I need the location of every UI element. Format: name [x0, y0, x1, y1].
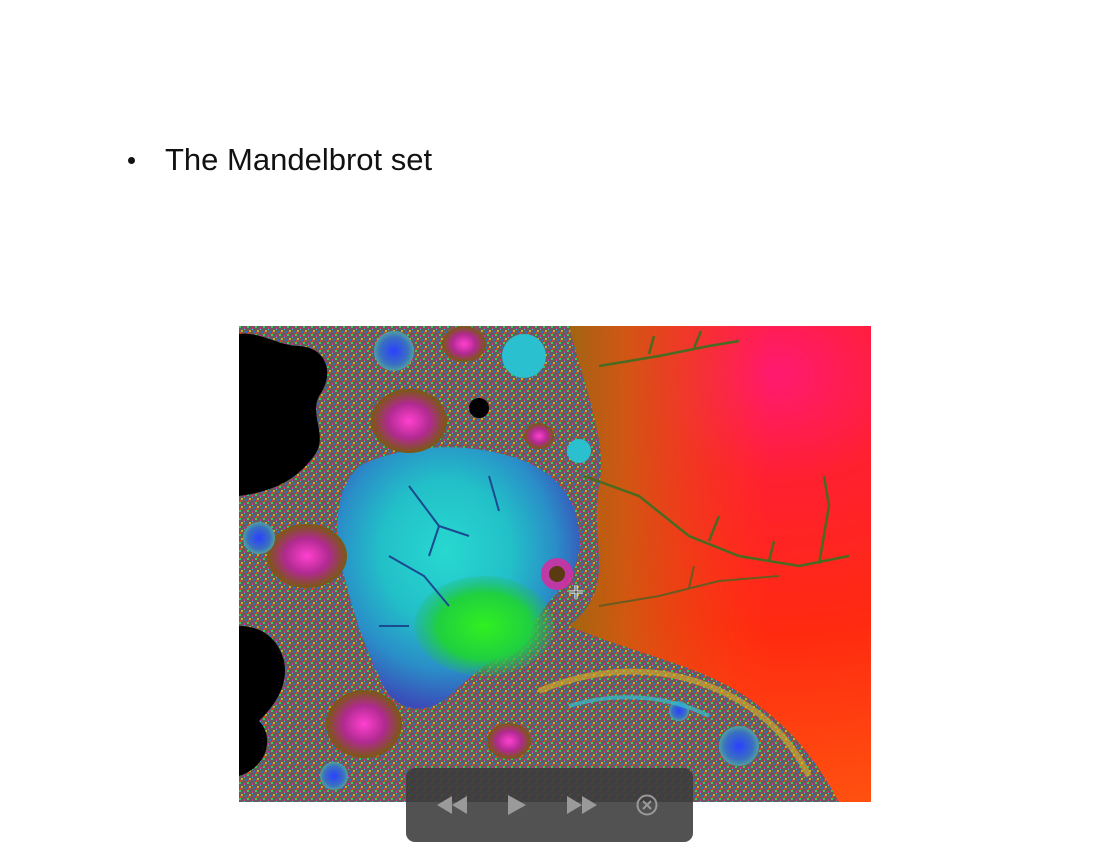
close-icon — [636, 794, 658, 816]
fast-forward-button[interactable] — [560, 783, 604, 827]
bullet-text: The Mandelbrot set — [165, 142, 433, 177]
rewind-button[interactable] — [430, 783, 474, 827]
bullet-dot-icon — [128, 156, 135, 164]
play-button[interactable] — [495, 783, 539, 827]
fast-forward-icon — [566, 796, 597, 814]
play-icon — [508, 795, 527, 815]
mandelbrot-image — [239, 326, 871, 802]
crosshair-cursor-icon — [569, 585, 583, 599]
bullet-point: The Mandelbrot set — [128, 142, 432, 178]
close-button[interactable] — [625, 783, 669, 827]
slideshow-controls — [406, 768, 693, 842]
rewind-icon — [437, 796, 468, 814]
